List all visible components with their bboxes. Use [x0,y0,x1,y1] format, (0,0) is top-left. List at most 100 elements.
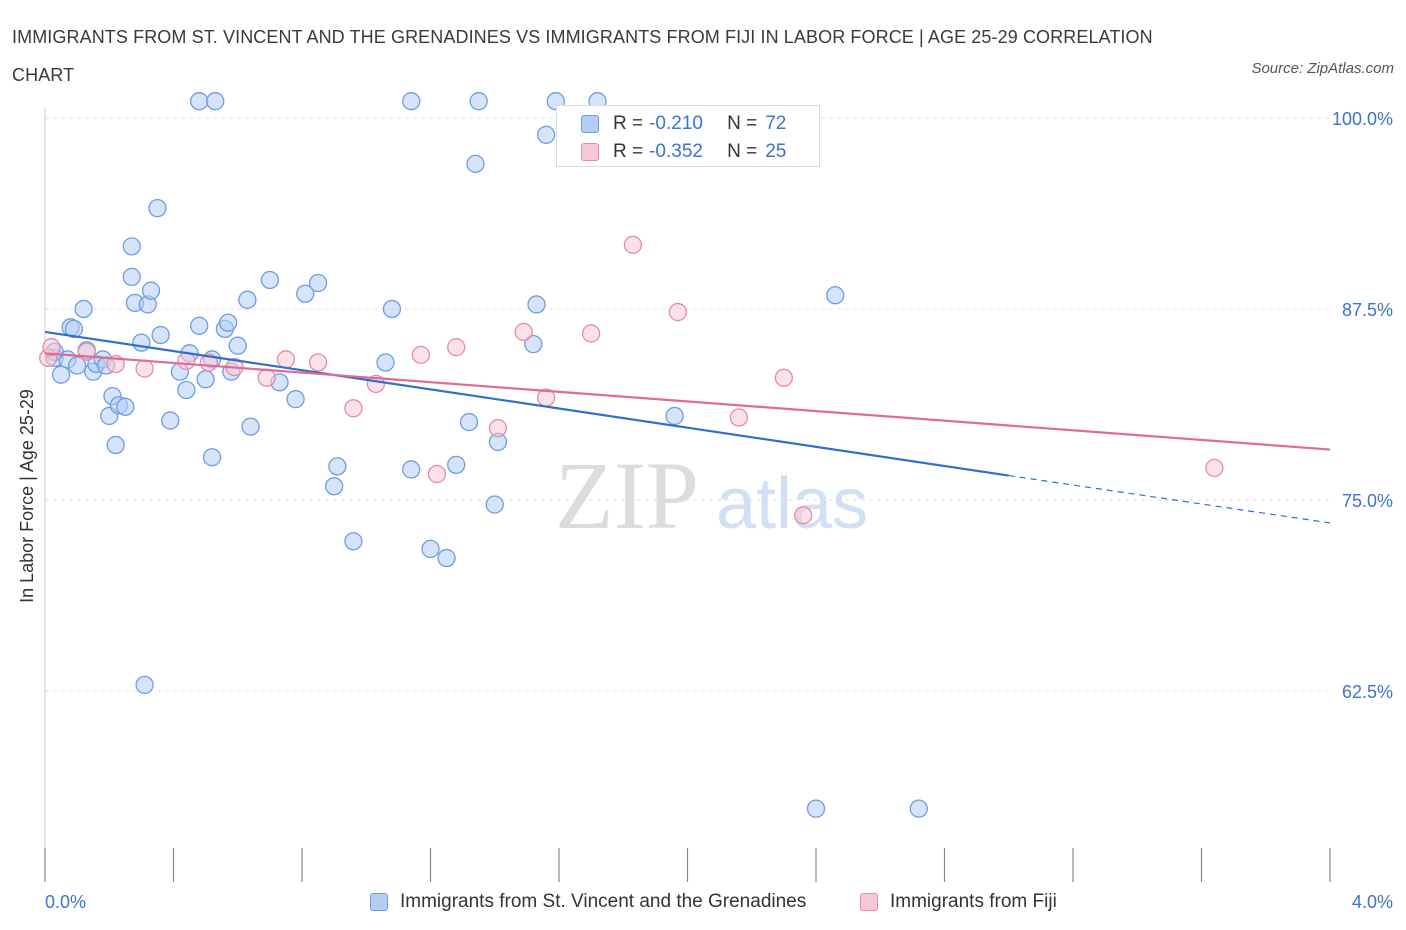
chart-title: IMMIGRANTS FROM ST. VINCENT AND THE GREN… [12,27,1153,85]
st-vincent-point [402,460,421,479]
stats-box: R = -0.210 N = 72 R = -0.352 N = 25 [556,105,820,167]
fiji-point [257,368,276,387]
st-vincent-point [524,334,543,354]
st-vincent-point [376,353,395,372]
fiji-point [1205,458,1224,478]
st-vincent-point [447,455,466,475]
y-tick-label: 62.5% [1342,682,1393,702]
chart-legend: Immigrants from St. Vincent and the Gren… [0,886,1406,918]
fiji-point [729,408,749,427]
stats-r-label: R = [613,141,644,162]
st-vincent-point [260,270,280,290]
st-vincent-point [51,365,71,384]
st-vincent-point [826,286,845,305]
fiji-point [42,338,61,357]
fiji-point [668,302,688,322]
st-vincent-point [122,237,141,256]
legend-swatch-blue [370,893,388,911]
fiji-point [411,345,431,364]
st-vincent-point [459,412,479,432]
st-vincent-point [437,548,456,568]
st-vincent-point [537,125,556,144]
axes [44,108,1331,882]
watermark-zip: ZIP [555,442,699,549]
st-vincent-point [909,799,928,818]
trend-lines [44,330,1331,524]
st-vincent-point [324,477,344,496]
st-vincent-point [151,325,170,345]
fiji-point [774,368,794,387]
st-vincent-point [328,457,347,476]
y-tick-label: 75.0% [1342,491,1393,511]
st-vincent-point [308,273,328,293]
legend-label: Immigrants from St. Vincent and the Gren… [400,891,807,912]
y-axis-title: In Labor Force | Age 25-29 [17,389,37,603]
st-vincent-trend-extension [1008,474,1331,524]
legend-item-fiji[interactable]: Immigrants from Fiji [860,890,1057,914]
x-tick-label: 0.0% [45,892,86,912]
stats-n-value: 25 [765,141,787,162]
stats-n-label: N = [727,141,758,162]
st-vincent-point [286,390,305,409]
st-vincent-point [228,336,247,355]
st-vincent-point [806,799,826,818]
y-tick-label: 87.5% [1342,300,1393,320]
st-vincent-point [74,299,93,319]
st-vincent-point [238,290,257,309]
st-vincent-point [190,316,209,335]
fiji-point [581,324,601,343]
fiji-point [488,419,508,438]
st-vincent-point [132,333,151,352]
fiji-point [276,350,296,369]
st-vincent-point [241,417,260,436]
fiji-point [427,464,447,484]
st-vincent-point [469,92,488,111]
fiji-point [514,322,533,342]
st-vincent-point [67,356,87,375]
st-vincent-point [190,92,209,111]
fiji-point [135,359,154,378]
stats-n-label: N = [727,113,758,134]
st-vincent-point [141,281,161,300]
st-vincent-point [421,539,440,559]
stats-r-value: -0.352 [649,141,703,162]
legend-label: Immigrants from Fiji [890,891,1057,912]
stats-r-label: R = [613,113,644,134]
stats-n-value: 72 [765,113,787,134]
x-tick-label: 4.0% [1352,892,1393,912]
st-vincent-point [148,199,167,218]
stats-swatch-blue [581,115,599,133]
watermark: ZIP atlas [555,442,868,549]
fiji-point [344,399,363,418]
y-tick-label: 100.0% [1332,109,1393,129]
fiji-point [447,338,466,357]
st-vincent-point [344,532,363,551]
stats-row-st-vincent: R = -0.210 N = 72 [581,111,786,137]
st-vincent-point [665,406,684,426]
legend-swatch-pink [860,893,878,911]
stats-r-value: -0.210 [649,113,703,134]
st-vincent-point [177,380,196,400]
fiji-point [794,506,813,525]
fiji-point [177,351,196,371]
st-vincent-point [202,448,222,467]
st-vincent-point [527,295,546,314]
stats-row-fiji: R = -0.352 N = 25 [581,139,786,165]
axis-labels: 100.0% 87.5% 75.0% 62.5% 0.0% 4.0% [45,109,1393,912]
source-label: Source: ZipAtlas.com [1251,60,1394,77]
fiji-trend-line [44,352,1331,451]
grid-lines [45,117,1330,692]
st-vincent-point [122,267,141,287]
st-vincent-point [161,411,180,430]
st-vincent-point [218,313,238,332]
st-vincent-point [206,92,225,111]
st-vincent-trend-line [44,330,1009,477]
st-vincent-point [116,397,135,416]
fiji-point [623,235,643,254]
st-vincent-point [466,154,485,173]
st-vincent-point [64,319,84,339]
legend-item-st-vincent[interactable]: Immigrants from St. Vincent and the Gren… [370,890,806,914]
st-vincent-point [196,370,215,389]
st-vincent-point [485,495,504,514]
st-vincent-point [106,435,125,455]
